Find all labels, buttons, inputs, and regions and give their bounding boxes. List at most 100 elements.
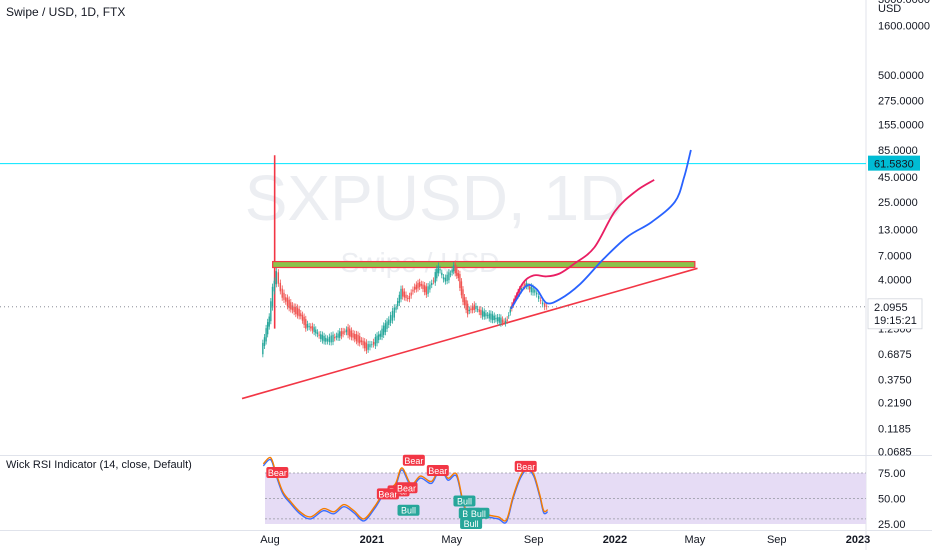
projection-line-pink[interactable] xyxy=(510,179,655,310)
support-trendline[interactable] xyxy=(241,267,698,400)
candle-body xyxy=(365,342,368,351)
candle-body xyxy=(303,316,305,325)
candle-body xyxy=(262,342,264,355)
badge-box xyxy=(467,507,490,519)
candle-body xyxy=(496,317,499,322)
price-tick-label: 7.0000 xyxy=(878,251,912,263)
candle-body xyxy=(389,315,392,323)
candle-body xyxy=(306,324,309,328)
candle-body xyxy=(291,305,294,311)
candle-body xyxy=(372,341,375,345)
candle-body xyxy=(451,269,453,273)
candle-body xyxy=(436,268,438,279)
candle-body xyxy=(457,273,460,279)
price-label-highline: 61.5830 xyxy=(874,159,914,171)
candle-body xyxy=(263,337,266,346)
candle-body xyxy=(301,314,304,321)
candle-body xyxy=(518,289,521,294)
candle-body xyxy=(290,302,292,310)
candle-body xyxy=(420,283,423,286)
candle-body xyxy=(483,311,485,317)
candle-body xyxy=(486,315,489,317)
projection-line-blue[interactable] xyxy=(510,149,692,310)
badge-text: Bull xyxy=(471,509,486,519)
badge-text: Bear xyxy=(268,468,287,478)
time-tick-label: Aug xyxy=(260,534,280,546)
bear-label: Bear xyxy=(376,488,399,500)
candle-body xyxy=(410,292,412,296)
candle-body xyxy=(310,326,312,329)
candle-body xyxy=(340,331,343,337)
price-label-box xyxy=(868,155,920,171)
candle-body xyxy=(271,286,274,308)
candle-body xyxy=(537,295,540,299)
candle-body xyxy=(268,316,270,327)
candle-body xyxy=(298,309,300,317)
badge-box xyxy=(402,454,425,466)
candle-body xyxy=(530,286,532,293)
bear-label: Bear xyxy=(426,464,449,476)
candle-body xyxy=(364,341,366,349)
candle-body xyxy=(376,335,378,344)
candle-body xyxy=(400,288,402,300)
candle-body xyxy=(360,340,363,343)
candle-body xyxy=(393,307,395,318)
candle-body xyxy=(384,323,387,333)
candle-body xyxy=(534,289,536,293)
candle-body xyxy=(334,336,336,339)
price-tick-label: 0.3750 xyxy=(878,375,912,387)
candle-body xyxy=(439,268,441,271)
badge-text: Bear xyxy=(378,489,397,499)
candle-body xyxy=(359,336,361,344)
candle-body xyxy=(520,287,522,291)
price-tick-label: 1600.0000 xyxy=(878,21,930,33)
candle-body xyxy=(313,327,315,333)
candle-body xyxy=(300,313,302,317)
candle-body xyxy=(508,315,510,317)
candle-body xyxy=(415,284,418,290)
candle-body xyxy=(311,325,314,331)
candle-body xyxy=(296,307,299,316)
candle-body xyxy=(463,297,466,306)
price-tick-label: 3000.0000 xyxy=(878,0,930,6)
candle-body xyxy=(270,301,272,322)
time-tick-label: 2023 xyxy=(846,534,870,546)
candle-body xyxy=(405,294,407,299)
candle-body xyxy=(498,317,500,323)
candle-body xyxy=(488,313,490,319)
candle-body xyxy=(437,265,440,274)
badge-text: Bear xyxy=(516,462,535,472)
badge-box xyxy=(376,488,399,500)
candle-body xyxy=(490,313,492,320)
candle-body xyxy=(522,286,524,288)
bull-label: Bull xyxy=(453,495,476,507)
candle-body xyxy=(305,319,307,329)
rsi-line-orange[interactable] xyxy=(262,456,549,522)
candle-body xyxy=(448,272,450,281)
candle-body xyxy=(471,306,474,311)
candle-body xyxy=(388,319,390,325)
rsi-tick-label: 50.00 xyxy=(878,494,906,506)
candle-body xyxy=(395,307,397,310)
candle-body xyxy=(481,310,484,317)
candle-body xyxy=(381,328,383,337)
candle-body xyxy=(446,274,448,282)
badge-box xyxy=(453,495,476,507)
rsi-tick-label: 75.00 xyxy=(878,468,906,480)
candle-body xyxy=(480,309,482,316)
candle-body xyxy=(401,288,404,297)
candle-body xyxy=(326,338,329,342)
candle-body xyxy=(328,336,331,343)
candle-body xyxy=(344,331,346,333)
candle-body xyxy=(432,280,435,282)
candle-body xyxy=(412,289,414,292)
candle-body xyxy=(286,297,289,307)
countdown-label: 19:15:21 xyxy=(874,315,917,327)
candle-body xyxy=(281,288,283,298)
price-tick-label: 0.1185 xyxy=(878,423,911,435)
resistance-zone[interactable] xyxy=(272,260,696,269)
candle-body xyxy=(335,335,338,338)
candle-body xyxy=(315,329,317,334)
